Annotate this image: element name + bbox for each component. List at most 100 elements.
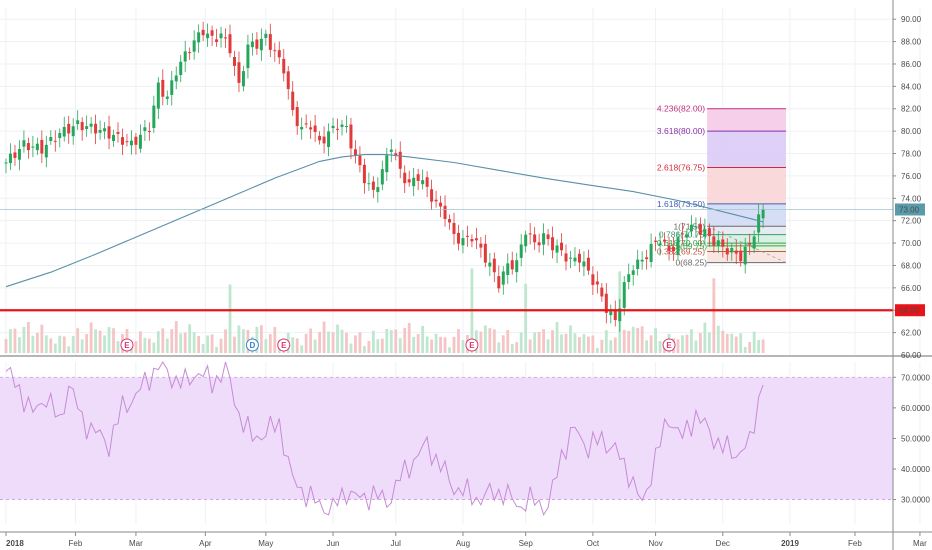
candle-body: [219, 33, 223, 39]
candle-body: [645, 257, 649, 260]
price-axis-label: 82.00: [901, 105, 922, 114]
volume-bar: [546, 339, 550, 353]
candle-body: [439, 202, 443, 207]
volume-bar: [479, 331, 483, 353]
candlesticks: [4, 21, 765, 332]
volume-bar: [748, 342, 752, 353]
volume-bar: [345, 332, 348, 353]
volume-bar: [448, 347, 451, 353]
time-axis-label: Oct: [587, 539, 600, 548]
volume-bar: [259, 325, 263, 353]
candle-body: [103, 128, 107, 132]
candle-body: [568, 257, 572, 259]
volume-bar: [358, 332, 362, 353]
volume-bar: [739, 333, 743, 353]
volume-bar: [313, 339, 317, 353]
candle-body: [255, 39, 259, 49]
fib-level-label: 0.5(69.75): [668, 241, 707, 251]
candle-body: [116, 132, 120, 134]
fib-zone: [707, 234, 786, 244]
candle-body: [259, 38, 263, 51]
candle-body: [591, 274, 595, 285]
time-axis-label: Jun: [327, 539, 340, 548]
volume-bar: [255, 326, 259, 353]
time-axis-label: Mar: [129, 539, 143, 548]
candle-body: [376, 187, 380, 193]
volume-bar: [53, 343, 57, 353]
candle-body: [183, 51, 187, 62]
candle-body: [31, 146, 35, 148]
candle-body: [582, 261, 586, 267]
candle-body: [40, 139, 44, 154]
volume-bar: [179, 333, 183, 353]
volume-bar: [76, 328, 80, 353]
volume-bar: [224, 329, 227, 353]
candle-body: [595, 281, 599, 285]
candle-body: [407, 179, 411, 183]
volume-bar: [67, 346, 71, 353]
volume-bar: [439, 336, 442, 353]
volume-bar: [322, 321, 326, 353]
volume-bar: [640, 326, 644, 353]
volume-bar: [71, 335, 75, 353]
candle-body: [268, 34, 272, 50]
candle-body: [519, 244, 523, 258]
candle-body: [138, 134, 142, 149]
volume-bar: [560, 334, 563, 353]
price-axis[interactable]: 62.00 64.00 66.00 68.00 70.00 72.00 74.00 76.00…: [892, 0, 930, 550]
volume-bar: [506, 330, 510, 353]
candle-body: [510, 260, 514, 270]
volume-bar: [233, 336, 236, 353]
volume-bar: [80, 339, 84, 353]
last-price-badge-label: 73.00: [899, 205, 920, 214]
volume-bar: [421, 325, 425, 353]
volume-bar: [237, 325, 241, 353]
support-line[interactable]: [0, 209, 893, 312]
candle-body: [501, 271, 505, 285]
candle-body: [430, 189, 434, 202]
candle-body: [161, 79, 165, 97]
volume-bar: [524, 283, 528, 353]
time-axis[interactable]: 2018 Feb Mar Apr May Jun Jul Aug Sep Oct Nov Dec 201…: [5, 532, 927, 548]
volume-bar: [412, 336, 416, 353]
volume-bar: [519, 332, 523, 353]
candle-body: [349, 124, 353, 149]
candle-body: [452, 223, 456, 234]
fib-level-label: 2.618(76.75): [657, 163, 705, 173]
candle-body: [497, 276, 501, 289]
candle-body: [631, 270, 635, 275]
candle-body: [725, 248, 729, 255]
volume-bar: [609, 340, 613, 353]
candle-body: [125, 141, 129, 143]
candle-body: [215, 39, 219, 42]
volume-bar: [578, 337, 581, 353]
candle-body: [89, 123, 93, 127]
volume-bar: [161, 328, 165, 353]
volume-bar: [443, 337, 447, 353]
volume-bar: [627, 330, 631, 353]
volume-bar: [398, 338, 402, 353]
volume-bar: [389, 330, 393, 353]
candle-body: [470, 239, 474, 242]
fib-level-label: 0.786(70.75): [659, 230, 707, 240]
volume-bar: [22, 327, 26, 353]
candle-body: [232, 57, 236, 66]
event-marker-label: D: [250, 341, 256, 350]
volume-bar: [394, 329, 398, 353]
volume-bar: [533, 332, 537, 353]
volume-bar: [483, 325, 487, 353]
volume-bar: [367, 340, 371, 353]
fib-level-label: 4.236(82.00): [657, 104, 705, 114]
price-axis-label: 90.00: [901, 15, 922, 24]
volume-bar: [174, 321, 178, 353]
fib-zone: [707, 226, 786, 235]
candle-body: [604, 293, 608, 313]
candle-body: [94, 123, 98, 134]
volume-bar: [385, 328, 389, 353]
candle-body: [689, 224, 693, 232]
price-axis-label: 60.00: [901, 351, 922, 360]
volume-bar: [85, 334, 89, 353]
candle-body: [640, 259, 644, 262]
candle-body: [551, 237, 555, 251]
